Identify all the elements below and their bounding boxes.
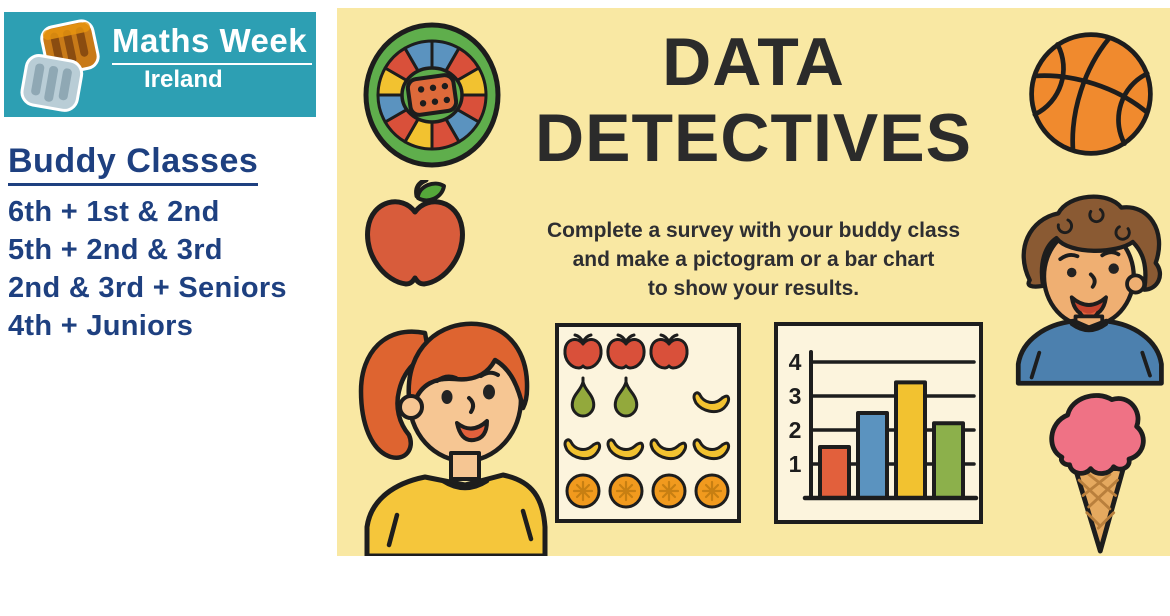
apple-icon [365,180,465,287]
logo-subtitle: Ireland [144,66,223,93]
logo-divider [112,63,312,65]
poster-subtitle-line2: and make a pictogram or a bar chart [572,248,935,271]
svg-text:4: 4 [789,349,802,375]
maths-week-logo-icon [20,19,100,112]
data-detectives-poster: DATA DETECTIVES Complete a survey with y… [337,8,1170,556]
board-game-icon [363,22,501,168]
poster-title: DATA DETECTIVES [337,24,1170,176]
buddy-classes-block: Buddy Classes 6th + 1st & 2nd 5th + 2nd … [8,142,338,345]
buddy-pairing-4: 4th + Juniors [8,310,194,342]
poster-subtitle-line1: Complete a survey with your buddy class [546,219,961,242]
dice-icon [405,73,459,117]
buddy-classes-heading: Buddy Classes [8,142,259,186]
pictogram-cells [563,333,731,509]
poster-subtitle-line3: to show your results. [647,277,860,300]
poster-title-line2: DETECTIVES [535,100,972,176]
poster-subtitle: Complete a survey with your buddy class … [337,216,1170,303]
svg-text:3: 3 [789,383,802,409]
buddy-pairing-2: 5th + 2nd & 3rd [8,234,223,266]
basketball-icon [1029,32,1153,156]
boy-illustration [1015,194,1164,386]
pictogram-panel [555,323,741,523]
bar-chart-panel: 1 2 3 4 [774,322,983,524]
buddy-pairing-1: 6th + 1st & 2nd [8,196,220,228]
buddy-classes-list: 6th + 1st & 2nd 5th + 2nd & 3rd 2nd & 3r… [8,193,338,345]
pictogram-svg [563,333,731,509]
maths-week-logo: Maths Week Ireland [4,12,316,117]
buddy-pairing-3: 2nd & 3rd + Seniors [8,272,287,304]
ice-cream-icon [1049,393,1146,554]
svg-text:1: 1 [789,451,802,477]
svg-text:2: 2 [789,417,802,443]
poster-title-line1: DATA [662,24,845,100]
board-ring [376,39,488,151]
logo-title: Maths Week [112,22,308,59]
girl-illustration [358,321,548,556]
bar-chart-svg: 1 2 3 4 [789,349,979,501]
